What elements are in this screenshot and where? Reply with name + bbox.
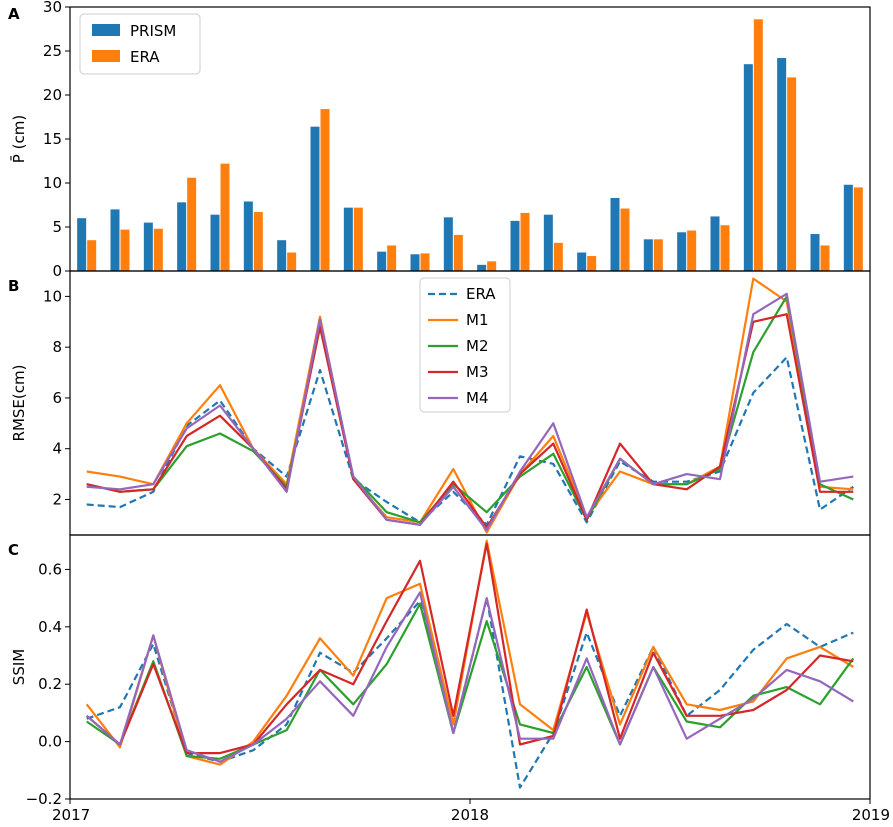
- y-tick-label: 4: [52, 440, 62, 458]
- bar-prism: [443, 217, 453, 271]
- bar-era: [720, 225, 730, 271]
- series-line-m4: [86, 292, 854, 532]
- panel-A: 0 5 10 15 20 25 30 P̄ (cm) A PRISM ERA: [8, 0, 871, 280]
- bar-prism: [710, 216, 720, 271]
- panel-letter: B: [8, 277, 19, 295]
- bar-era: [187, 177, 197, 271]
- bar-era: [553, 242, 563, 271]
- bar-era: [487, 261, 497, 271]
- y-axis-label: SSIM: [10, 649, 28, 685]
- y-tick-label: 15: [43, 130, 62, 148]
- series-line-m3: [86, 313, 854, 529]
- y-tick-label: 5: [52, 218, 62, 236]
- bar-era: [87, 240, 97, 271]
- legend-label: M2: [466, 337, 489, 355]
- y-axis-label: P̄ (cm): [9, 115, 28, 163]
- bar-era: [120, 229, 130, 271]
- bar-prism: [243, 201, 253, 271]
- bar-prism: [210, 214, 220, 271]
- x-tick-label: 2019: [852, 806, 890, 824]
- y-tick-label: 2: [52, 490, 62, 508]
- legend-label: M4: [466, 389, 489, 407]
- bar-era: [387, 245, 397, 271]
- y-tick-label: 0.2: [38, 675, 62, 693]
- bar-era: [220, 163, 230, 271]
- bar-prism: [810, 234, 820, 271]
- legend: PRISM ERA: [79, 13, 201, 75]
- series-line-m1: [85, 539, 854, 766]
- bar-prism: [343, 207, 353, 271]
- bar-era: [353, 207, 363, 271]
- panel-letter: A: [8, 5, 20, 23]
- bar-prism: [310, 126, 320, 272]
- bar-era: [520, 212, 530, 271]
- bar-prism: [377, 251, 387, 271]
- bar-prism: [677, 232, 687, 271]
- legend-label: M1: [466, 311, 489, 329]
- bar-prism: [143, 222, 153, 271]
- y-tick-label: 20: [43, 86, 62, 104]
- panel-B: 2 4 6 8 10 RMSE(cm) B ERA M1 M2 M3 M4: [8, 270, 871, 536]
- bar-era: [453, 234, 463, 271]
- legend-swatch: [92, 50, 120, 62]
- legend-swatch: [92, 24, 120, 36]
- bar-prism: [477, 264, 487, 271]
- y-tick-label: 10: [43, 174, 62, 192]
- bar-era: [787, 77, 797, 272]
- panel-C: −0.2 0.0 0.2 0.4 0.6 SSIM C: [8, 534, 871, 808]
- y-tick-label: 8: [52, 338, 62, 356]
- bar-prism: [610, 197, 620, 271]
- bar-prism: [743, 64, 753, 271]
- series-line-m1: [86, 277, 854, 534]
- y-tick-label: −0.2: [26, 790, 62, 808]
- y-tick-label: 25: [43, 42, 62, 60]
- bar-era: [687, 230, 697, 271]
- panel-letter: C: [8, 541, 19, 559]
- bar-era: [853, 187, 863, 271]
- bar-prism: [510, 220, 520, 271]
- legend-label: PRISM: [130, 22, 176, 40]
- legend-label: ERA: [130, 48, 160, 66]
- bar-prism: [843, 184, 853, 271]
- bar-era: [820, 245, 830, 271]
- bar-prism: [543, 214, 553, 271]
- bar-era: [620, 208, 630, 271]
- bar-prism: [777, 58, 787, 271]
- x-tick-label: 2017: [52, 806, 90, 824]
- bar-prism: [277, 240, 287, 271]
- y-tick-label: 0.0: [38, 733, 62, 751]
- legend: ERA M1 M2 M3 M4: [419, 277, 511, 413]
- bar-era: [153, 228, 163, 271]
- bar-prism: [77, 218, 87, 271]
- y-tick-label: 30: [43, 0, 62, 16]
- series-line-m2: [86, 602, 855, 760]
- legend-label: ERA: [466, 285, 496, 303]
- y-tick-label: 0.6: [38, 560, 62, 578]
- bar-prism: [177, 202, 187, 271]
- bar-prism: [643, 239, 653, 271]
- bar-era: [587, 256, 597, 271]
- series-line-m4: [85, 591, 854, 763]
- bar-era: [253, 212, 263, 271]
- y-tick-label: 6: [52, 389, 62, 407]
- x-tick-label: 2018: [451, 806, 489, 824]
- y-tick-label: 0.4: [38, 618, 62, 636]
- bar-prism: [577, 252, 587, 271]
- y-tick-label: 10: [43, 287, 62, 305]
- legend-label: M3: [466, 363, 489, 381]
- bar-era: [653, 239, 663, 271]
- y-tick-label: 0: [52, 262, 62, 280]
- bar-era: [753, 19, 763, 271]
- bar-era: [287, 252, 297, 271]
- bar-era: [420, 253, 430, 271]
- series-line-m3: [85, 542, 854, 755]
- y-axis-label: RMSE(cm): [10, 365, 28, 442]
- bar-prism: [410, 254, 420, 271]
- bar-era: [320, 109, 330, 271]
- x-axis: 2017 2018 2019: [52, 799, 890, 824]
- bar-prism: [110, 209, 120, 271]
- legend-frame: [419, 277, 511, 413]
